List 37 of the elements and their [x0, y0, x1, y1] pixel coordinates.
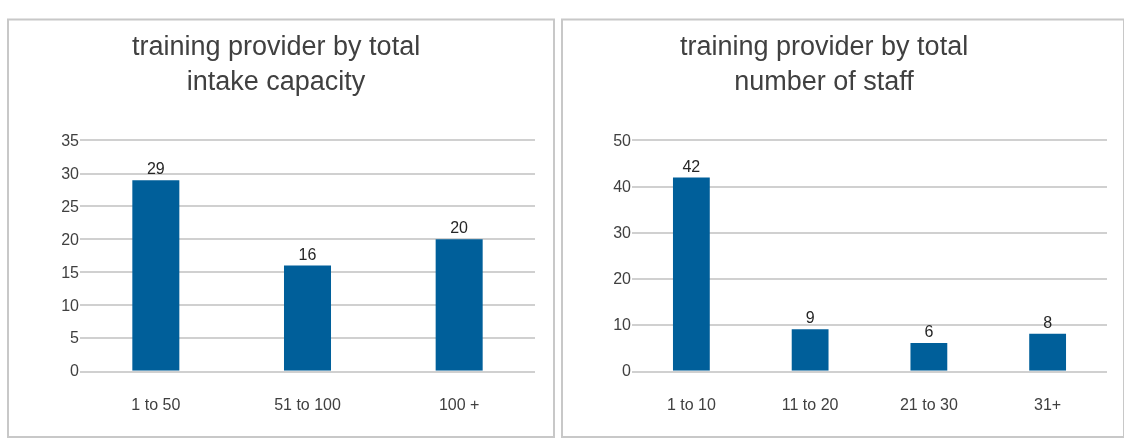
- y-tick-label: 0: [622, 362, 632, 380]
- y-tick-label: 30: [613, 224, 632, 242]
- y-tick-label: 50: [613, 132, 632, 150]
- y-tick-label: 0: [70, 362, 80, 380]
- data-label: 8: [1043, 313, 1053, 331]
- data-label: 16: [298, 245, 317, 263]
- y-tick-label: 20: [613, 270, 632, 288]
- x-tick-label: 51 to 100: [274, 395, 341, 413]
- data-label: 6: [924, 323, 934, 341]
- x-tick-label: 1 to 10: [666, 395, 716, 413]
- y-tick-label: 10: [61, 296, 80, 314]
- y-tick-label: 40: [613, 178, 632, 196]
- y-tick-label: 20: [61, 230, 80, 248]
- data-label: 42: [682, 157, 701, 175]
- x-tick-label: 31+: [1034, 395, 1062, 413]
- y-tick-label: 35: [61, 132, 80, 150]
- bar: [132, 180, 180, 371]
- y-tick-label: 25: [61, 198, 80, 216]
- x-tick-label: 100 +: [438, 395, 480, 413]
- bar: [1029, 333, 1067, 371]
- data-label: 20: [450, 219, 469, 237]
- x-tick-label: 11 to 20: [781, 395, 839, 413]
- y-tick-label: 5: [70, 329, 80, 347]
- bar: [910, 343, 948, 371]
- chart-title: training provider by total number of staff: [680, 31, 969, 97]
- bar: [283, 265, 332, 371]
- y-tick-label: 30: [61, 165, 80, 183]
- chart-title: training provider by total intake capacity: [132, 31, 421, 97]
- x-tick-label: 1 to 50: [131, 395, 181, 413]
- bar: [791, 329, 829, 371]
- data-label: 29: [146, 160, 165, 178]
- bar: [672, 177, 710, 371]
- bar: [435, 239, 483, 371]
- x-tick-label: 21 to 30: [899, 395, 958, 413]
- y-tick-label: 15: [61, 263, 80, 281]
- y-tick-label: 10: [613, 316, 632, 334]
- data-label: 9: [805, 309, 815, 327]
